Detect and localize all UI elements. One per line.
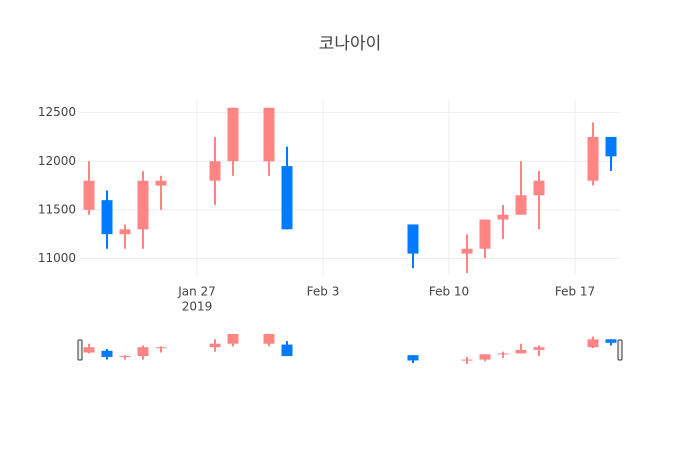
candle-body	[263, 334, 275, 344]
candle-body	[407, 355, 419, 361]
candle-body	[479, 354, 491, 360]
range-slider	[80, 328, 620, 370]
candle-body	[83, 180, 95, 210]
candle-body	[281, 344, 293, 357]
range-slider-handle[interactable]	[617, 339, 623, 361]
candle-body	[515, 195, 527, 215]
candle-body	[101, 200, 113, 235]
candle-body	[209, 161, 221, 181]
candle-body	[479, 219, 491, 249]
candle-body	[407, 224, 419, 254]
candle-body	[587, 136, 599, 181]
chart-title: 코나아이	[319, 34, 382, 54]
candle-body	[587, 339, 599, 348]
candle-body	[605, 136, 617, 157]
candle-body	[155, 347, 167, 349]
candle-body	[605, 339, 617, 343]
y-tick-label: 11000	[38, 251, 76, 265]
candle-body	[461, 248, 473, 254]
candle-body	[515, 349, 527, 354]
x-tick-label: Feb 10	[429, 285, 469, 299]
candle-body	[281, 166, 293, 230]
y-tick-label: 11500	[38, 202, 76, 216]
candle-body	[497, 353, 509, 355]
x-year-label: 2019	[182, 300, 213, 314]
candle-body	[227, 107, 239, 162]
candle-body	[137, 347, 149, 357]
candle-body	[83, 347, 95, 353]
x-tick-label: Feb 17	[555, 285, 595, 299]
candle-body	[119, 229, 131, 235]
range-slider-handle[interactable]	[77, 339, 83, 361]
x-tick-label: Jan 27	[177, 285, 216, 299]
candle-body	[461, 359, 473, 361]
y-tick-label: 12500	[38, 105, 76, 119]
candle-body	[227, 334, 239, 344]
candle-body	[101, 350, 113, 357]
candle-body	[497, 214, 509, 220]
candle-body	[533, 180, 545, 196]
candle-body	[119, 356, 131, 358]
candle-body	[155, 180, 167, 186]
candle-body	[533, 347, 545, 350]
candle-body	[209, 343, 221, 348]
x-tick-label: Feb 3	[307, 285, 340, 299]
candle-body	[137, 180, 149, 230]
y-tick-label: 12000	[38, 154, 76, 168]
candle-body	[263, 107, 275, 162]
